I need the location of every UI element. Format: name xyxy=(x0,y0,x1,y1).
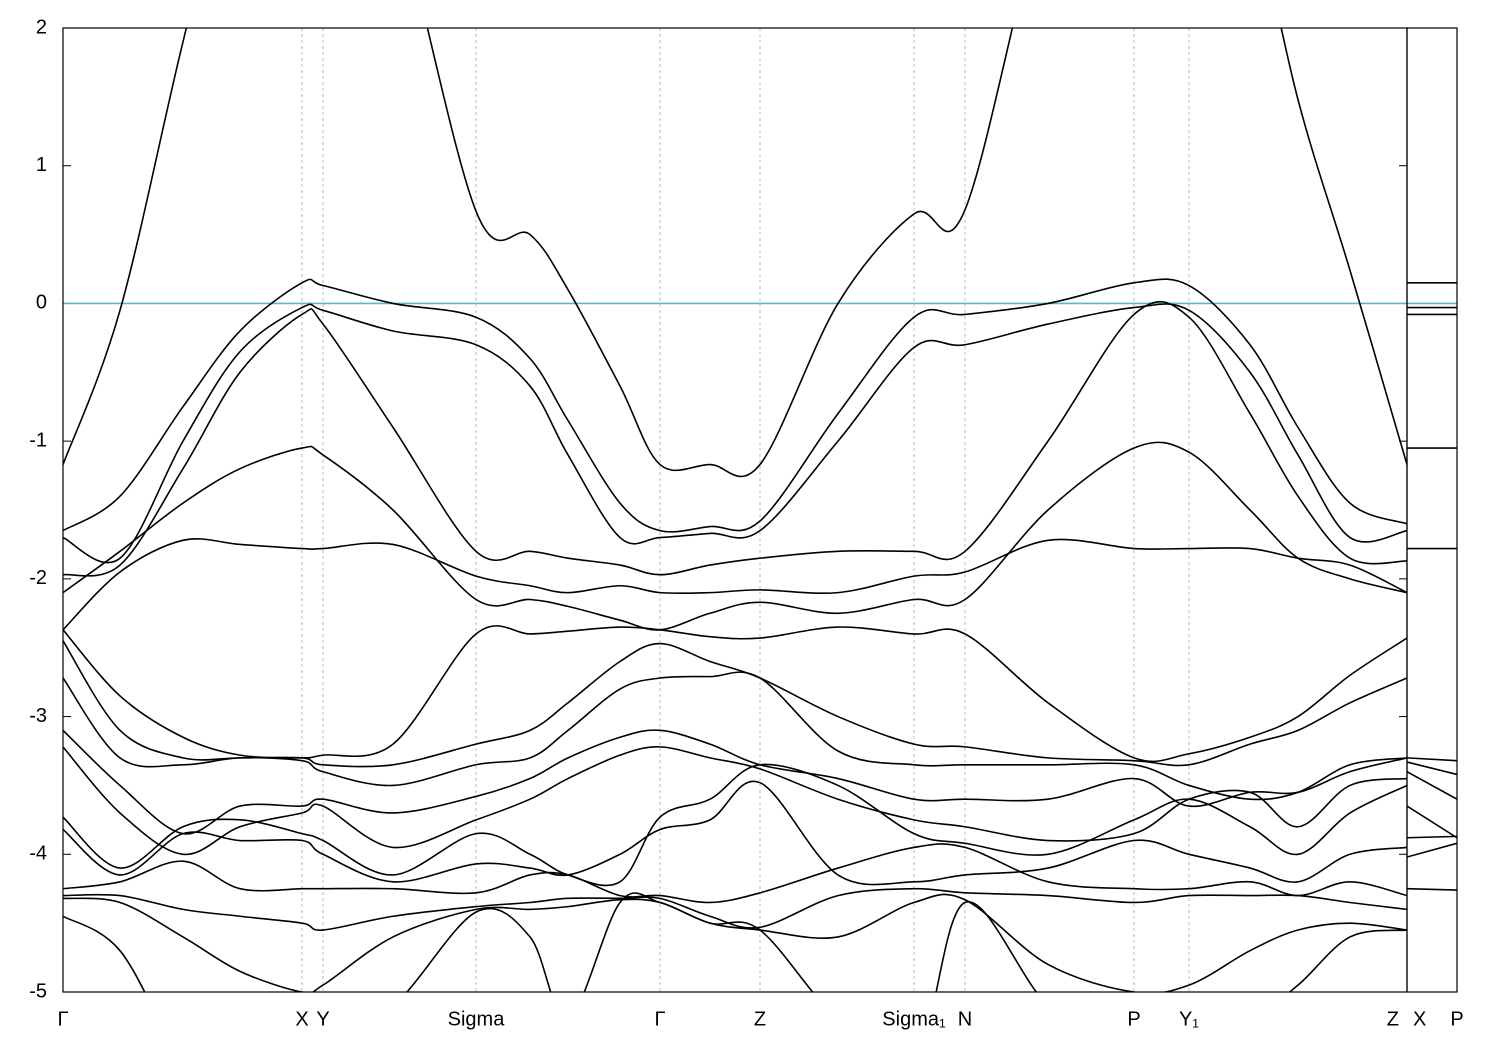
x-tick-label: Γ xyxy=(654,1008,665,1030)
band-line xyxy=(63,780,1407,886)
band-line xyxy=(63,893,1407,992)
band-line xyxy=(1407,835,1457,839)
x-tick-label: P xyxy=(1127,1008,1140,1030)
y-tick-label: 2 xyxy=(36,16,47,38)
band-line xyxy=(63,887,1407,931)
band-line xyxy=(63,892,1407,992)
x-tick-label: N xyxy=(958,1008,972,1030)
band-line xyxy=(1407,887,1457,891)
band-line xyxy=(63,763,1407,887)
y-tick-label: 0 xyxy=(36,292,47,314)
x-tick-label: P xyxy=(1450,1008,1463,1030)
x-tick-label: Y xyxy=(316,1008,329,1030)
band-line xyxy=(63,640,1407,768)
band-line xyxy=(1407,842,1457,858)
band-line xyxy=(63,300,1407,577)
plot-frame xyxy=(1406,27,1458,993)
band-line xyxy=(63,441,1407,631)
y-tick-label: -5 xyxy=(29,980,47,1002)
y-tick-label: -1 xyxy=(29,429,47,451)
x-tick-label: Sigma xyxy=(448,1008,506,1030)
band-line xyxy=(63,278,1407,533)
band-line xyxy=(1407,805,1457,839)
band-line xyxy=(63,746,1407,856)
band-line xyxy=(1407,761,1457,776)
band-line xyxy=(63,625,1407,763)
y-tick-label: 1 xyxy=(36,154,47,176)
plot-area xyxy=(1407,281,1457,891)
x-tick-label: Z xyxy=(1387,1008,1399,1030)
plot-area xyxy=(63,28,1407,992)
y-tick-label: -3 xyxy=(29,705,47,727)
x-tick-label: Y₁ xyxy=(1179,1008,1199,1030)
x-tick-label: Γ xyxy=(57,1008,68,1030)
band-line xyxy=(1407,757,1457,762)
x-tick-label: X xyxy=(295,1008,308,1030)
x-tick-label: Sigma₁ xyxy=(882,1008,946,1030)
band-line xyxy=(63,538,1407,631)
x-tick-label: Z xyxy=(754,1008,766,1030)
band-line xyxy=(63,729,1407,835)
x-tick-label: X xyxy=(1413,1008,1426,1030)
band-line xyxy=(63,843,1407,904)
band-line xyxy=(63,28,1407,478)
y-tick-label: -2 xyxy=(29,567,47,589)
band-line xyxy=(63,303,1407,564)
plot-frame xyxy=(62,27,1408,993)
band-line xyxy=(63,671,1407,801)
band-line xyxy=(1407,770,1457,800)
y-tick-label: -4 xyxy=(29,843,47,865)
